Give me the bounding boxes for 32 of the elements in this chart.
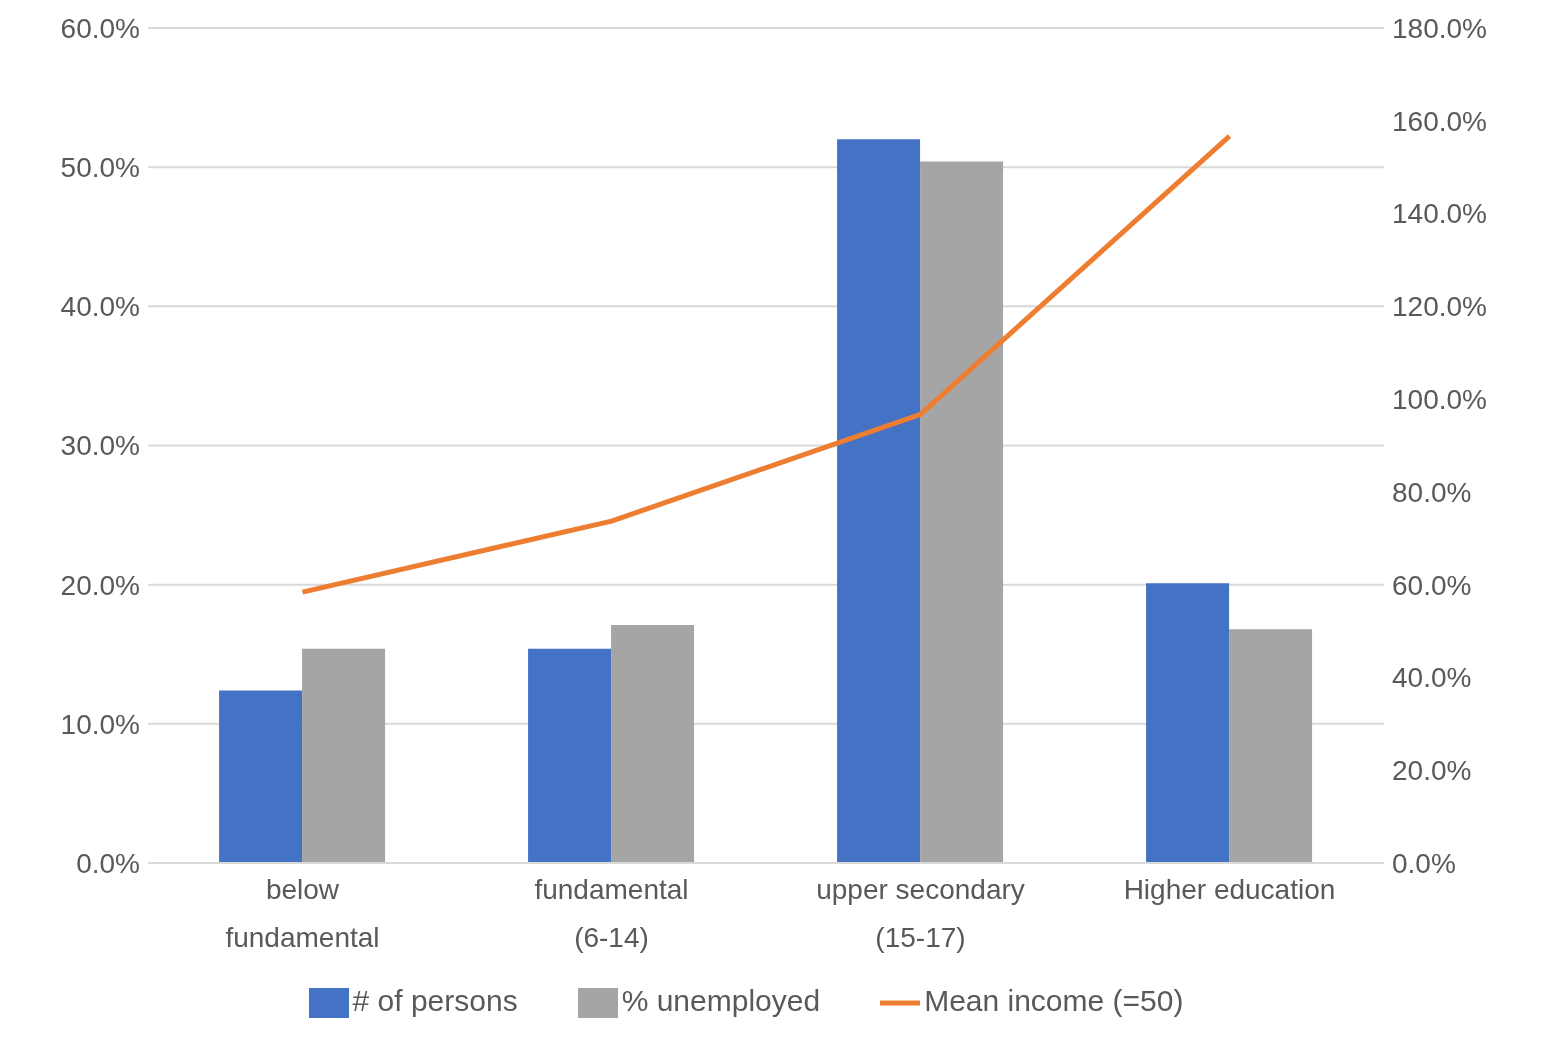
bar (528, 648, 612, 863)
y2-tick-label: 0.0% (1392, 847, 1456, 879)
legend-label: % unemployed (621, 983, 821, 1017)
y2-tick-label: 60.0% (1392, 569, 1472, 601)
bar (611, 625, 695, 863)
y2-tick-label: 180.0% (1392, 12, 1487, 44)
y2-tick-label: 120.0% (1392, 291, 1487, 323)
y-tick-label: 40.0% (60, 291, 140, 323)
y2-tick-label: 140.0% (1392, 198, 1487, 230)
x-tick-label: Higher education (1123, 874, 1336, 905)
bar (302, 648, 386, 863)
bar (920, 161, 1004, 863)
x-tick-label: upper secondary (15-17) (816, 874, 1025, 953)
x-tick-label: below fundamental (225, 874, 380, 953)
y2-tick-label: 20.0% (1392, 755, 1472, 787)
y-tick-label: 20.0% (60, 569, 140, 601)
bar (219, 690, 303, 863)
y2-tick-label: 100.0% (1392, 384, 1487, 416)
y-tick-label: 0.0% (76, 847, 140, 879)
legend-label: # of persons (352, 983, 518, 1017)
y2-tick-label: 160.0% (1392, 105, 1487, 137)
y-tick-label: 60.0% (60, 12, 140, 44)
legend-label: Mean income (=50) (924, 983, 1184, 1017)
y-tick-label: 30.0% (60, 430, 140, 462)
bar (1146, 583, 1230, 863)
y2-tick-label: 80.0% (1392, 476, 1472, 508)
x-tick-label: fundamental (6-14) (534, 874, 689, 953)
bar (837, 139, 921, 863)
bar (1229, 629, 1313, 863)
y-tick-label: 10.0% (60, 708, 140, 740)
y2-tick-label: 40.0% (1392, 662, 1472, 694)
y-tick-label: 50.0% (60, 152, 140, 184)
